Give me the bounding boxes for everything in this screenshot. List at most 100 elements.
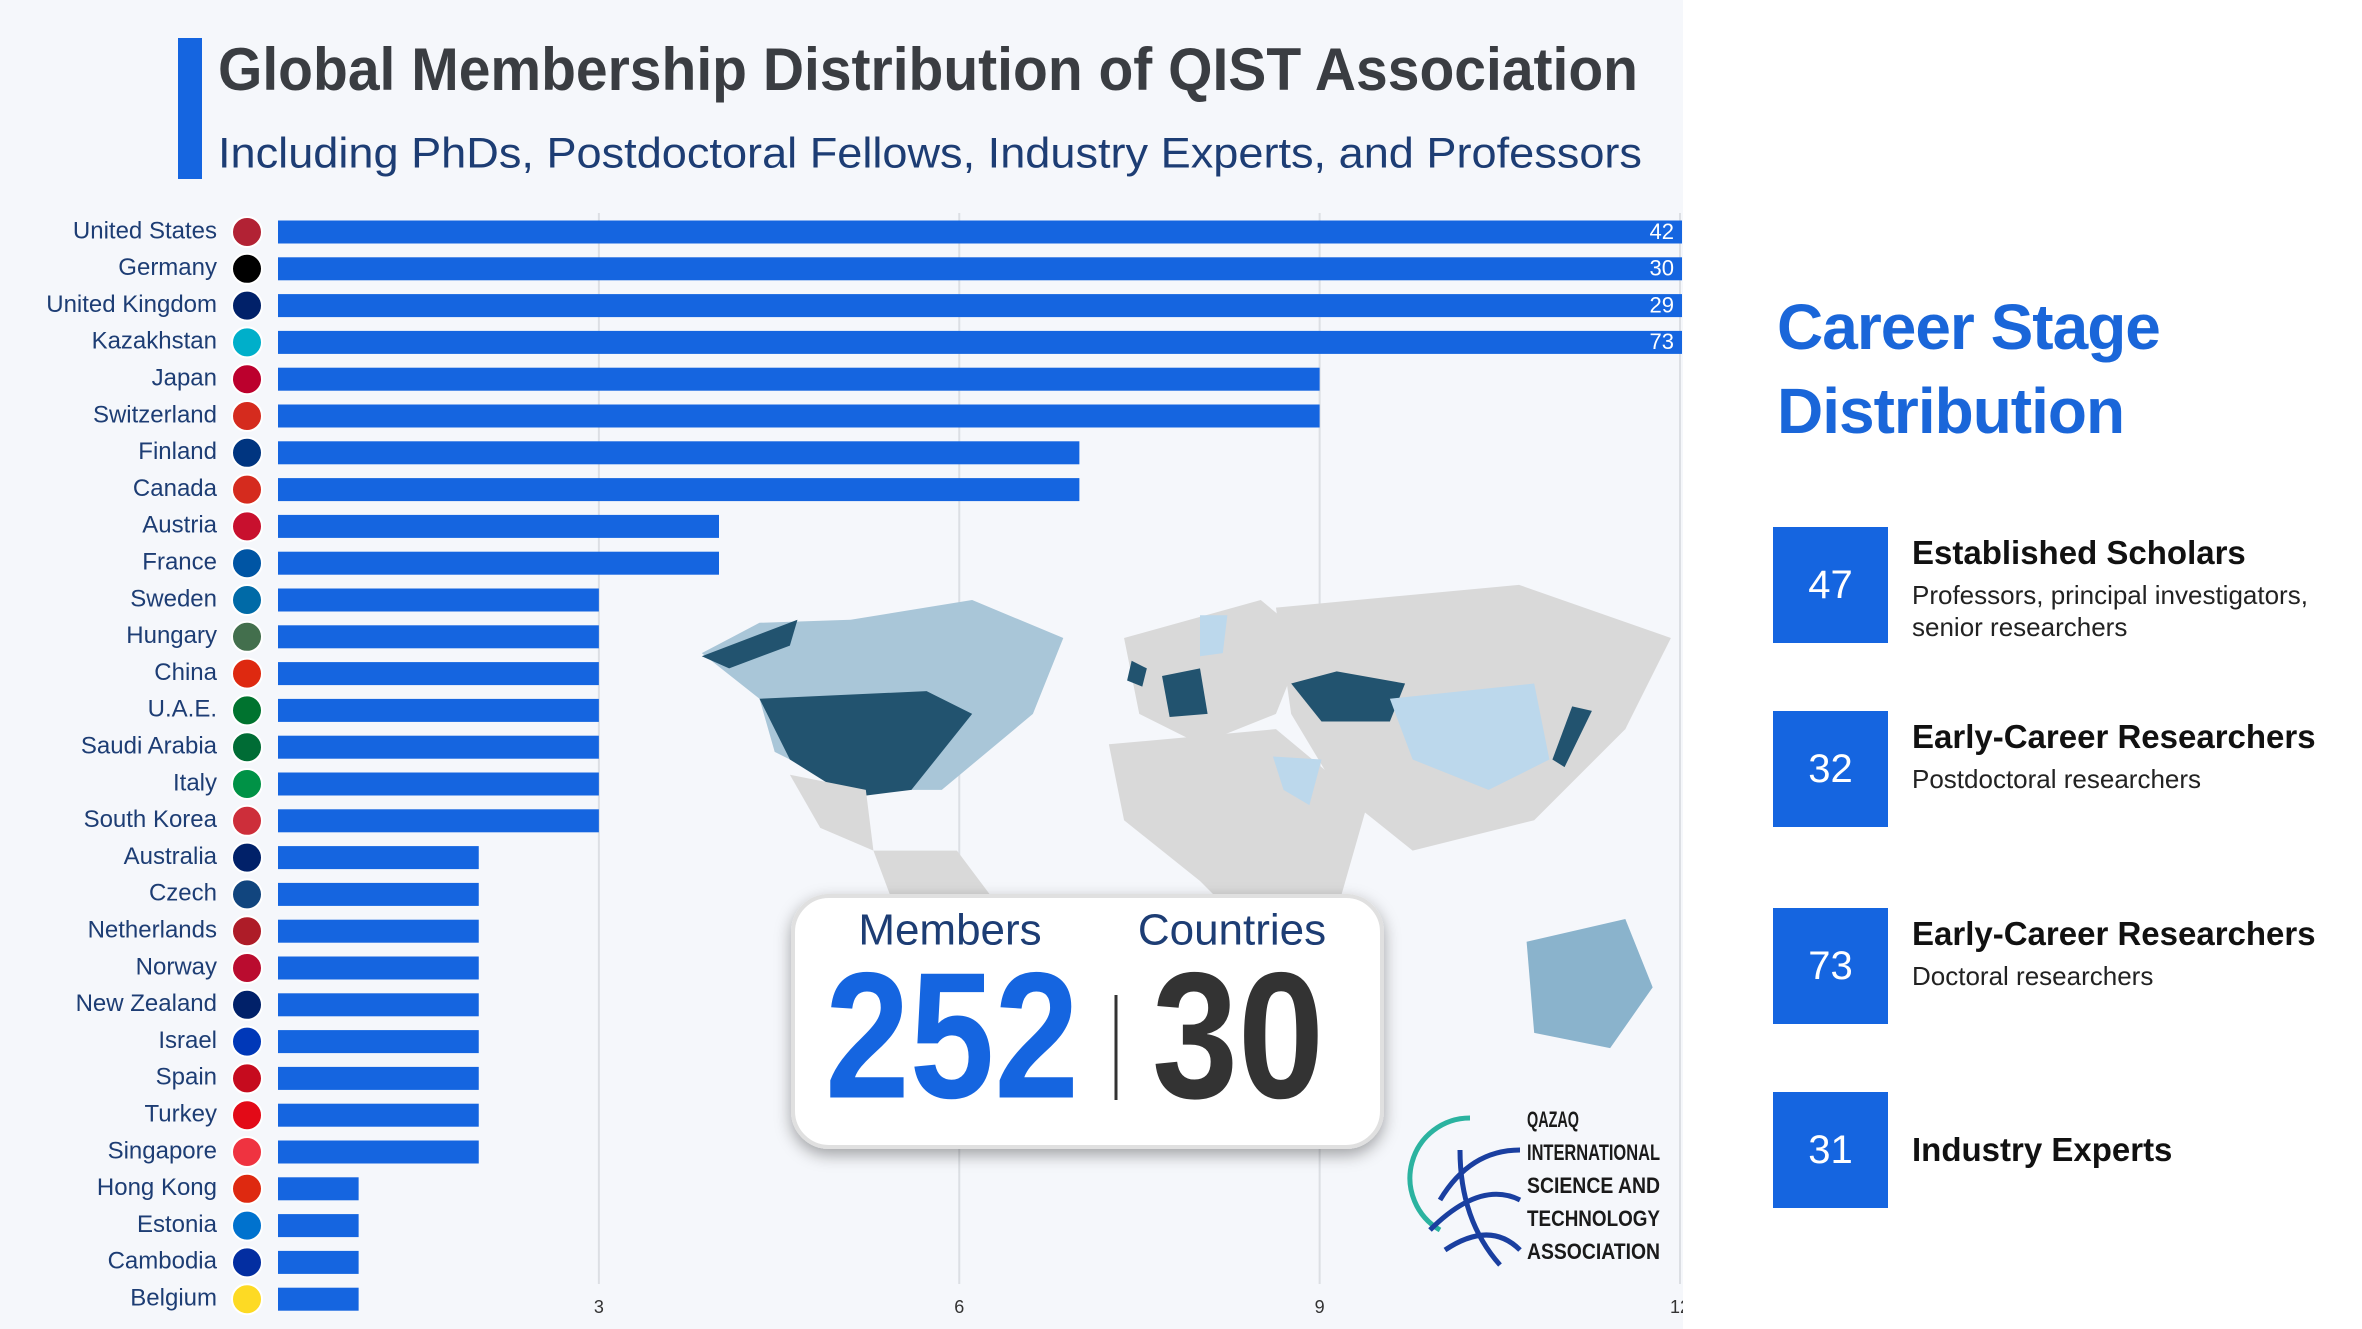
flag-icon (231, 804, 263, 837)
y-tick-label: South Korea (84, 806, 218, 833)
bar (278, 919, 479, 943)
bar (278, 1030, 479, 1054)
map-germany (1162, 668, 1208, 717)
bar (278, 735, 599, 759)
career-item-description: Postdoctoral researchers (1912, 764, 2202, 794)
bar (278, 1103, 479, 1127)
x-tick-label: 3 (594, 1297, 604, 1317)
flag-icon (231, 1099, 263, 1132)
y-tick-label: Israel (158, 1027, 217, 1054)
bar (278, 404, 1320, 428)
y-tick-label: Italy (173, 769, 217, 796)
career-text: Industry Experts (1912, 1130, 2352, 1170)
career-text: Established Scholars Professors, principa… (1912, 533, 2352, 643)
flag-icon (231, 1246, 263, 1279)
y-tick-label: Netherlands (88, 917, 217, 944)
world-map (701, 584, 1671, 1049)
bar (278, 882, 479, 906)
bar (278, 846, 479, 870)
countries-count: 30 (1152, 936, 1324, 1137)
bar (278, 514, 719, 538)
y-tick-label: Czech (149, 880, 217, 907)
map-saudi-arabia (1272, 756, 1322, 806)
flag-icon (231, 252, 263, 285)
members-count: 252 (825, 936, 1079, 1137)
logo-arc (1428, 1191, 1522, 1232)
flag-icon (231, 952, 263, 984)
bar (278, 1177, 359, 1201)
map-australia (1526, 918, 1653, 1049)
bar (278, 625, 599, 649)
career-count: 32 (1773, 711, 1888, 827)
bar (278, 1140, 479, 1164)
bar (278, 956, 479, 980)
bar (278, 698, 599, 722)
map-japan (1552, 706, 1592, 768)
y-tick-label: Norway (136, 953, 217, 980)
y-tick-label: Cambodia (108, 1248, 218, 1275)
bar (278, 478, 1080, 502)
title-accent (178, 38, 202, 179)
members-label: Members (858, 906, 1041, 955)
y-tick-label: Turkey (145, 1101, 217, 1128)
value-label: 73 (1650, 329, 1674, 354)
y-tick-label: Canada (133, 475, 218, 502)
map-central-america (789, 774, 874, 851)
logo-arc (1443, 1232, 1522, 1253)
logo-line: TECHNOLOGY (1527, 1206, 1660, 1231)
bar (278, 662, 599, 686)
y-tick-label: Spain (156, 1064, 217, 1091)
y-tick-label: Singapore (108, 1137, 217, 1164)
flag-icon (231, 1136, 263, 1168)
career-text: Early-Career Researchers Postdoctoral res… (1912, 717, 2352, 795)
value-label: 42 (1650, 219, 1674, 244)
flag-icon (231, 657, 263, 690)
y-tick-label: Estonia (137, 1211, 218, 1238)
career-text: Early-Career Researchers Doctoral researc… (1912, 914, 2352, 992)
logo-arc (1457, 1149, 1502, 1267)
bars (278, 220, 1682, 1311)
bar (278, 1287, 359, 1311)
flag-icon (231, 289, 263, 322)
countries-label: Countries (1138, 906, 1326, 955)
bar (278, 588, 599, 612)
bar (278, 551, 719, 575)
y-tick-label: Belgium (130, 1285, 217, 1312)
chart-title: Global Membership Distribution of QIST A… (218, 36, 1638, 103)
flag-icon (231, 1283, 263, 1316)
y-tick-label: Switzerland (93, 401, 217, 428)
career-title: Career Stage Distribution (1777, 291, 2161, 447)
flag-icon (231, 988, 263, 1021)
logo-arc (1407, 1115, 1471, 1233)
map-alaska (701, 619, 798, 669)
x-tick-label: 6 (954, 1297, 964, 1317)
y-tick-label: China (154, 659, 217, 686)
y-tick-label: Austria (142, 512, 217, 539)
value-label: 30 (1650, 256, 1674, 281)
flag-icon (231, 1062, 263, 1095)
career-item-title: Early-Career Researchers (1912, 718, 2316, 755)
stats-box (791, 894, 1384, 1149)
y-tick-label: Sweden (130, 585, 217, 612)
y-tick-label: Saudi Arabia (81, 733, 218, 760)
value-label: 29 (1650, 292, 1674, 317)
flag-icon (231, 400, 263, 432)
career-stage-panel: Career Stage Distribution 47 Established … (1773, 0, 2362, 1329)
logo-text: QAZAQ INTERNATIONAL SCIENCE AND TECHNOLOGY A… (1527, 1107, 1660, 1264)
bar (278, 257, 1682, 281)
membership-chart: Global Membership Distribution of QIST A… (46, 35, 1683, 1317)
bar (278, 772, 599, 796)
flag-icon (231, 620, 263, 653)
y-tick-label: United Kingdom (46, 291, 217, 318)
bar (278, 809, 599, 833)
bar (278, 1066, 479, 1090)
logo-line: INTERNATIONAL (1527, 1140, 1660, 1165)
labels: United States 42 Germany 30 United Kingdom 29… (46, 216, 1674, 1316)
y-tick-label: Hungary (126, 622, 217, 649)
flag-icon (231, 363, 263, 396)
career-item-title: Established Scholars (1912, 534, 2246, 571)
flag-icon (231, 878, 263, 911)
x-tick-label: 9 (1315, 1297, 1325, 1317)
bar (278, 220, 1682, 244)
